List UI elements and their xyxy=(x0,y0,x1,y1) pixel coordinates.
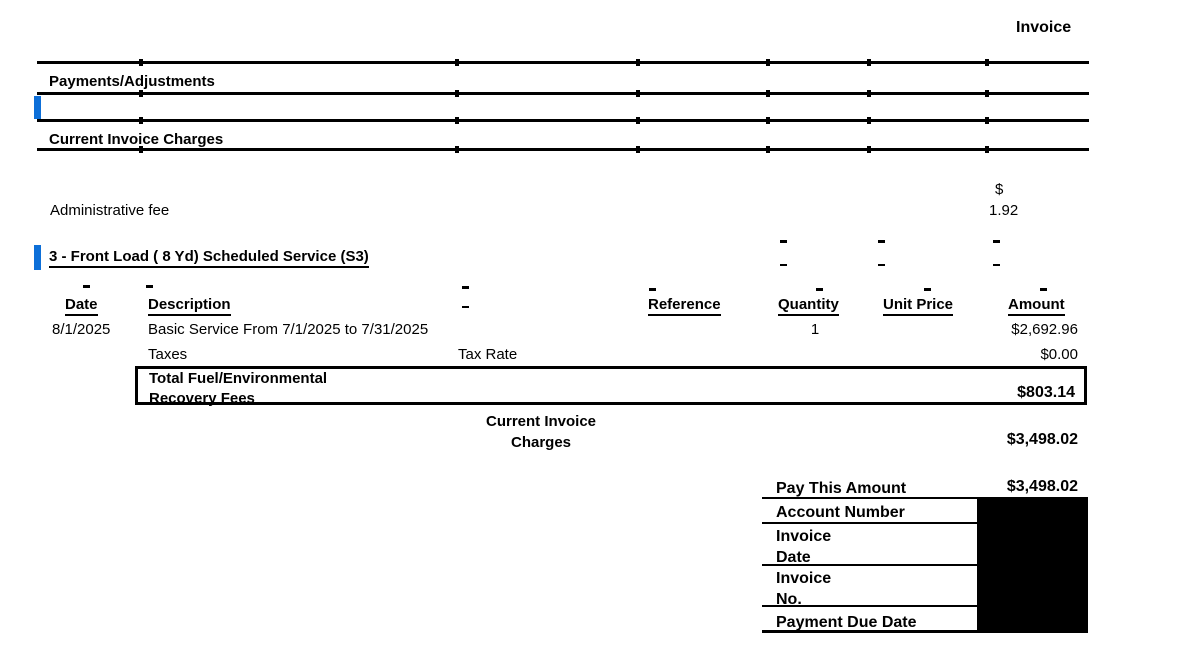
section-rule-current-charges xyxy=(37,146,1089,153)
payment-summary-row-divider xyxy=(762,564,977,566)
column-header-quantity: Quantity xyxy=(778,296,839,316)
invoice-date-label: Invoice Date xyxy=(776,528,832,566)
section-header-payments-adjustments: Payments/Adjustments xyxy=(49,73,215,90)
column-header-reference: Reference xyxy=(648,296,721,316)
empty-value-dash xyxy=(83,285,90,288)
payment-due-date-label: Payment Due Date xyxy=(776,614,917,631)
fuel-recovery-total-box: Total Fuel/Environmental Recovery Fees $… xyxy=(135,366,1087,407)
empty-value-dash xyxy=(878,264,885,266)
admin-fee-value: 1.92 xyxy=(989,202,1019,219)
cell-cursor-bar xyxy=(34,245,41,270)
column-header-description: Description xyxy=(148,296,231,316)
empty-value-dash xyxy=(1040,288,1047,291)
page-title: Invoice xyxy=(1016,19,1072,36)
section-rule-top xyxy=(37,59,1089,66)
service-section-title: 3 - Front Load ( 8 Yd) Scheduled Service… xyxy=(49,248,369,268)
section-header-current-invoice-charges: Current Invoice Charges xyxy=(49,131,224,148)
empty-value-dash xyxy=(816,288,823,291)
pay-this-amount-value: $3,498.02 xyxy=(1006,478,1078,495)
section-rule-payments xyxy=(37,90,1089,97)
redacted-values-block xyxy=(977,499,1088,631)
fuel-recovery-total-label: Total Fuel/Environmental Recovery Fees xyxy=(149,370,328,407)
table-row-cell-description: Taxes xyxy=(148,346,188,363)
empty-value-dash xyxy=(993,264,1000,266)
invoice-number-label: Invoice No. xyxy=(776,570,832,608)
table-row-cell-tax-rate: Tax Rate xyxy=(458,346,518,363)
payment-summary-row-divider xyxy=(762,605,977,607)
empty-value-dash xyxy=(146,285,153,288)
column-header-date: Date xyxy=(65,296,98,316)
payment-summary-bottom-border xyxy=(762,630,1088,633)
empty-value-dash xyxy=(462,306,469,308)
invoice-total-label: Current Invoice Charges xyxy=(485,413,597,451)
empty-value-dash xyxy=(878,240,885,243)
invoice-total-amount: $3,498.02 xyxy=(1006,431,1078,448)
empty-value-dash xyxy=(924,288,931,291)
pay-this-amount-label: Pay This Amount xyxy=(776,480,907,497)
admin-fee-label: Administrative fee xyxy=(50,202,170,219)
empty-value-dash xyxy=(780,240,787,243)
section-rule-empty-row xyxy=(37,117,1089,124)
column-header-amount: Amount xyxy=(1008,296,1065,316)
admin-fee-currency: $ xyxy=(995,181,1004,198)
table-row-cell-description: Basic Service From 7/1/2025 to 7/31/2025 xyxy=(148,321,429,338)
empty-value-dash xyxy=(462,286,469,289)
empty-value-dash xyxy=(649,288,656,291)
empty-value-dash xyxy=(780,264,787,266)
payment-summary-divider xyxy=(762,497,1088,499)
table-row-cell-date: 8/1/2025 xyxy=(52,321,111,338)
table-row-cell-quantity: 1 xyxy=(810,321,820,338)
empty-value-dash xyxy=(993,240,1000,243)
payment-summary-row-divider xyxy=(762,522,977,524)
cell-cursor-bar xyxy=(34,96,41,119)
account-number-label: Account Number xyxy=(776,504,905,521)
fuel-recovery-total-amount: $803.14 xyxy=(1017,384,1075,401)
table-row-cell-amount: $2,692.96 xyxy=(1011,321,1078,338)
table-row-cell-amount: $0.00 xyxy=(1040,346,1078,363)
column-header-unit-price: Unit Price xyxy=(883,296,954,316)
